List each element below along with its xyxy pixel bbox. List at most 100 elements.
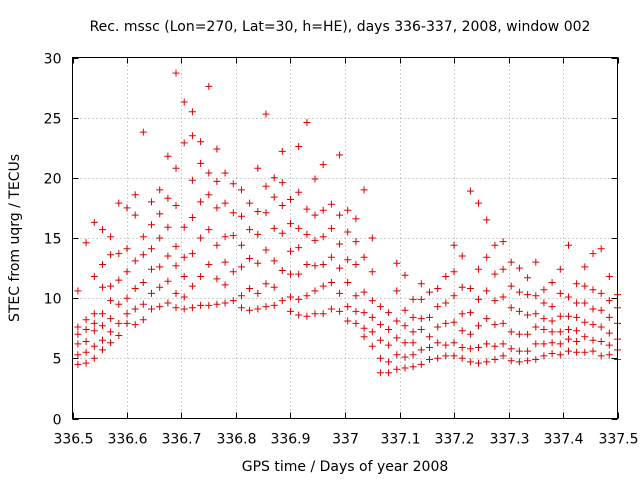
- data-point: [426, 344, 433, 351]
- data-point: [188, 176, 196, 184]
- data-point: [573, 299, 581, 307]
- data-point: [605, 297, 613, 305]
- data-point: [262, 280, 270, 288]
- data-point: [524, 291, 532, 299]
- data-point: [352, 292, 360, 300]
- data-point: [213, 145, 221, 153]
- data-point: [352, 319, 360, 327]
- data-point: [336, 151, 344, 159]
- data-point: [409, 339, 417, 347]
- data-point: [597, 352, 605, 360]
- data-point: [246, 226, 254, 234]
- data-point: [229, 232, 237, 240]
- data-point: [131, 305, 139, 313]
- data-point: [540, 352, 548, 360]
- data-point: [475, 199, 482, 207]
- data-point: [540, 340, 548, 348]
- data-point: [262, 182, 270, 190]
- data-point: [336, 240, 344, 248]
- data-point: [597, 306, 605, 314]
- data-point: [295, 244, 303, 252]
- data-point: [319, 282, 327, 290]
- data-point: [270, 193, 278, 201]
- y-tick-label: 5: [53, 352, 62, 368]
- data-point: [458, 310, 466, 318]
- x-tick-label: 336.6: [107, 432, 147, 448]
- data-point: [385, 358, 393, 366]
- data-point: [82, 359, 90, 367]
- data-point: [483, 287, 491, 295]
- data-point: [115, 300, 123, 308]
- data-point: [507, 345, 515, 353]
- data-point: [450, 292, 458, 300]
- data-point: [466, 187, 474, 195]
- data-point: [376, 369, 384, 377]
- data-point: [295, 295, 303, 303]
- data-point: [409, 313, 417, 321]
- data-point: [213, 177, 221, 185]
- data-point: [254, 305, 262, 313]
- data-point: [107, 233, 115, 241]
- data-point: [131, 191, 139, 199]
- data-point: [303, 292, 311, 300]
- data-point: [483, 216, 491, 224]
- data-point: [548, 339, 556, 347]
- data-point: [466, 358, 474, 366]
- data-point: [352, 238, 360, 246]
- data-point: [393, 287, 401, 295]
- data-point: [180, 98, 188, 106]
- data-point: [311, 175, 319, 183]
- data-point: [458, 344, 466, 351]
- data-point: [605, 341, 613, 349]
- data-point: [278, 147, 286, 155]
- data-point: [188, 250, 196, 258]
- data-point: [417, 315, 425, 323]
- data-point: [491, 321, 499, 329]
- data-point: [164, 299, 172, 307]
- data-point: [393, 259, 401, 267]
- data-point: [295, 224, 303, 232]
- data-point: [434, 323, 442, 331]
- data-point: [148, 245, 155, 253]
- data-point: [417, 326, 425, 333]
- data-point: [442, 319, 450, 327]
- data-point: [573, 313, 581, 321]
- data-point: [442, 299, 450, 307]
- data-point: [205, 301, 213, 309]
- data-point: [605, 351, 613, 359]
- data-point: [589, 347, 597, 355]
- data-point: [450, 268, 458, 276]
- data-point: [507, 258, 515, 266]
- data-point: [123, 319, 131, 327]
- data-point: [434, 354, 442, 362]
- data-point: [131, 257, 139, 265]
- data-point: [556, 351, 564, 359]
- data-point: [254, 259, 262, 267]
- data-point: [515, 307, 523, 315]
- data-point: [148, 198, 155, 206]
- data-point: [131, 285, 139, 292]
- data-point: [597, 338, 605, 345]
- data-point: [360, 309, 368, 317]
- data-point: [123, 310, 131, 318]
- data-point: [238, 304, 245, 312]
- y-tick-label: 20: [44, 172, 62, 188]
- data-point: [344, 279, 352, 286]
- data-point: [319, 310, 327, 318]
- data-point: [532, 340, 540, 348]
- data-point: [287, 270, 294, 278]
- x-tick-label: 337: [332, 432, 359, 448]
- data-point: [426, 333, 433, 341]
- data-point: [352, 307, 360, 315]
- data-point: [270, 283, 278, 291]
- data-point: [164, 252, 172, 260]
- data-point: [139, 300, 147, 308]
- data-point: [532, 292, 540, 300]
- data-point: [99, 283, 106, 291]
- data-point: [238, 241, 245, 249]
- data-point: [205, 169, 213, 177]
- data-point: [246, 306, 254, 314]
- data-point: [385, 341, 393, 349]
- data-point: [499, 265, 507, 273]
- data-point: [303, 261, 311, 268]
